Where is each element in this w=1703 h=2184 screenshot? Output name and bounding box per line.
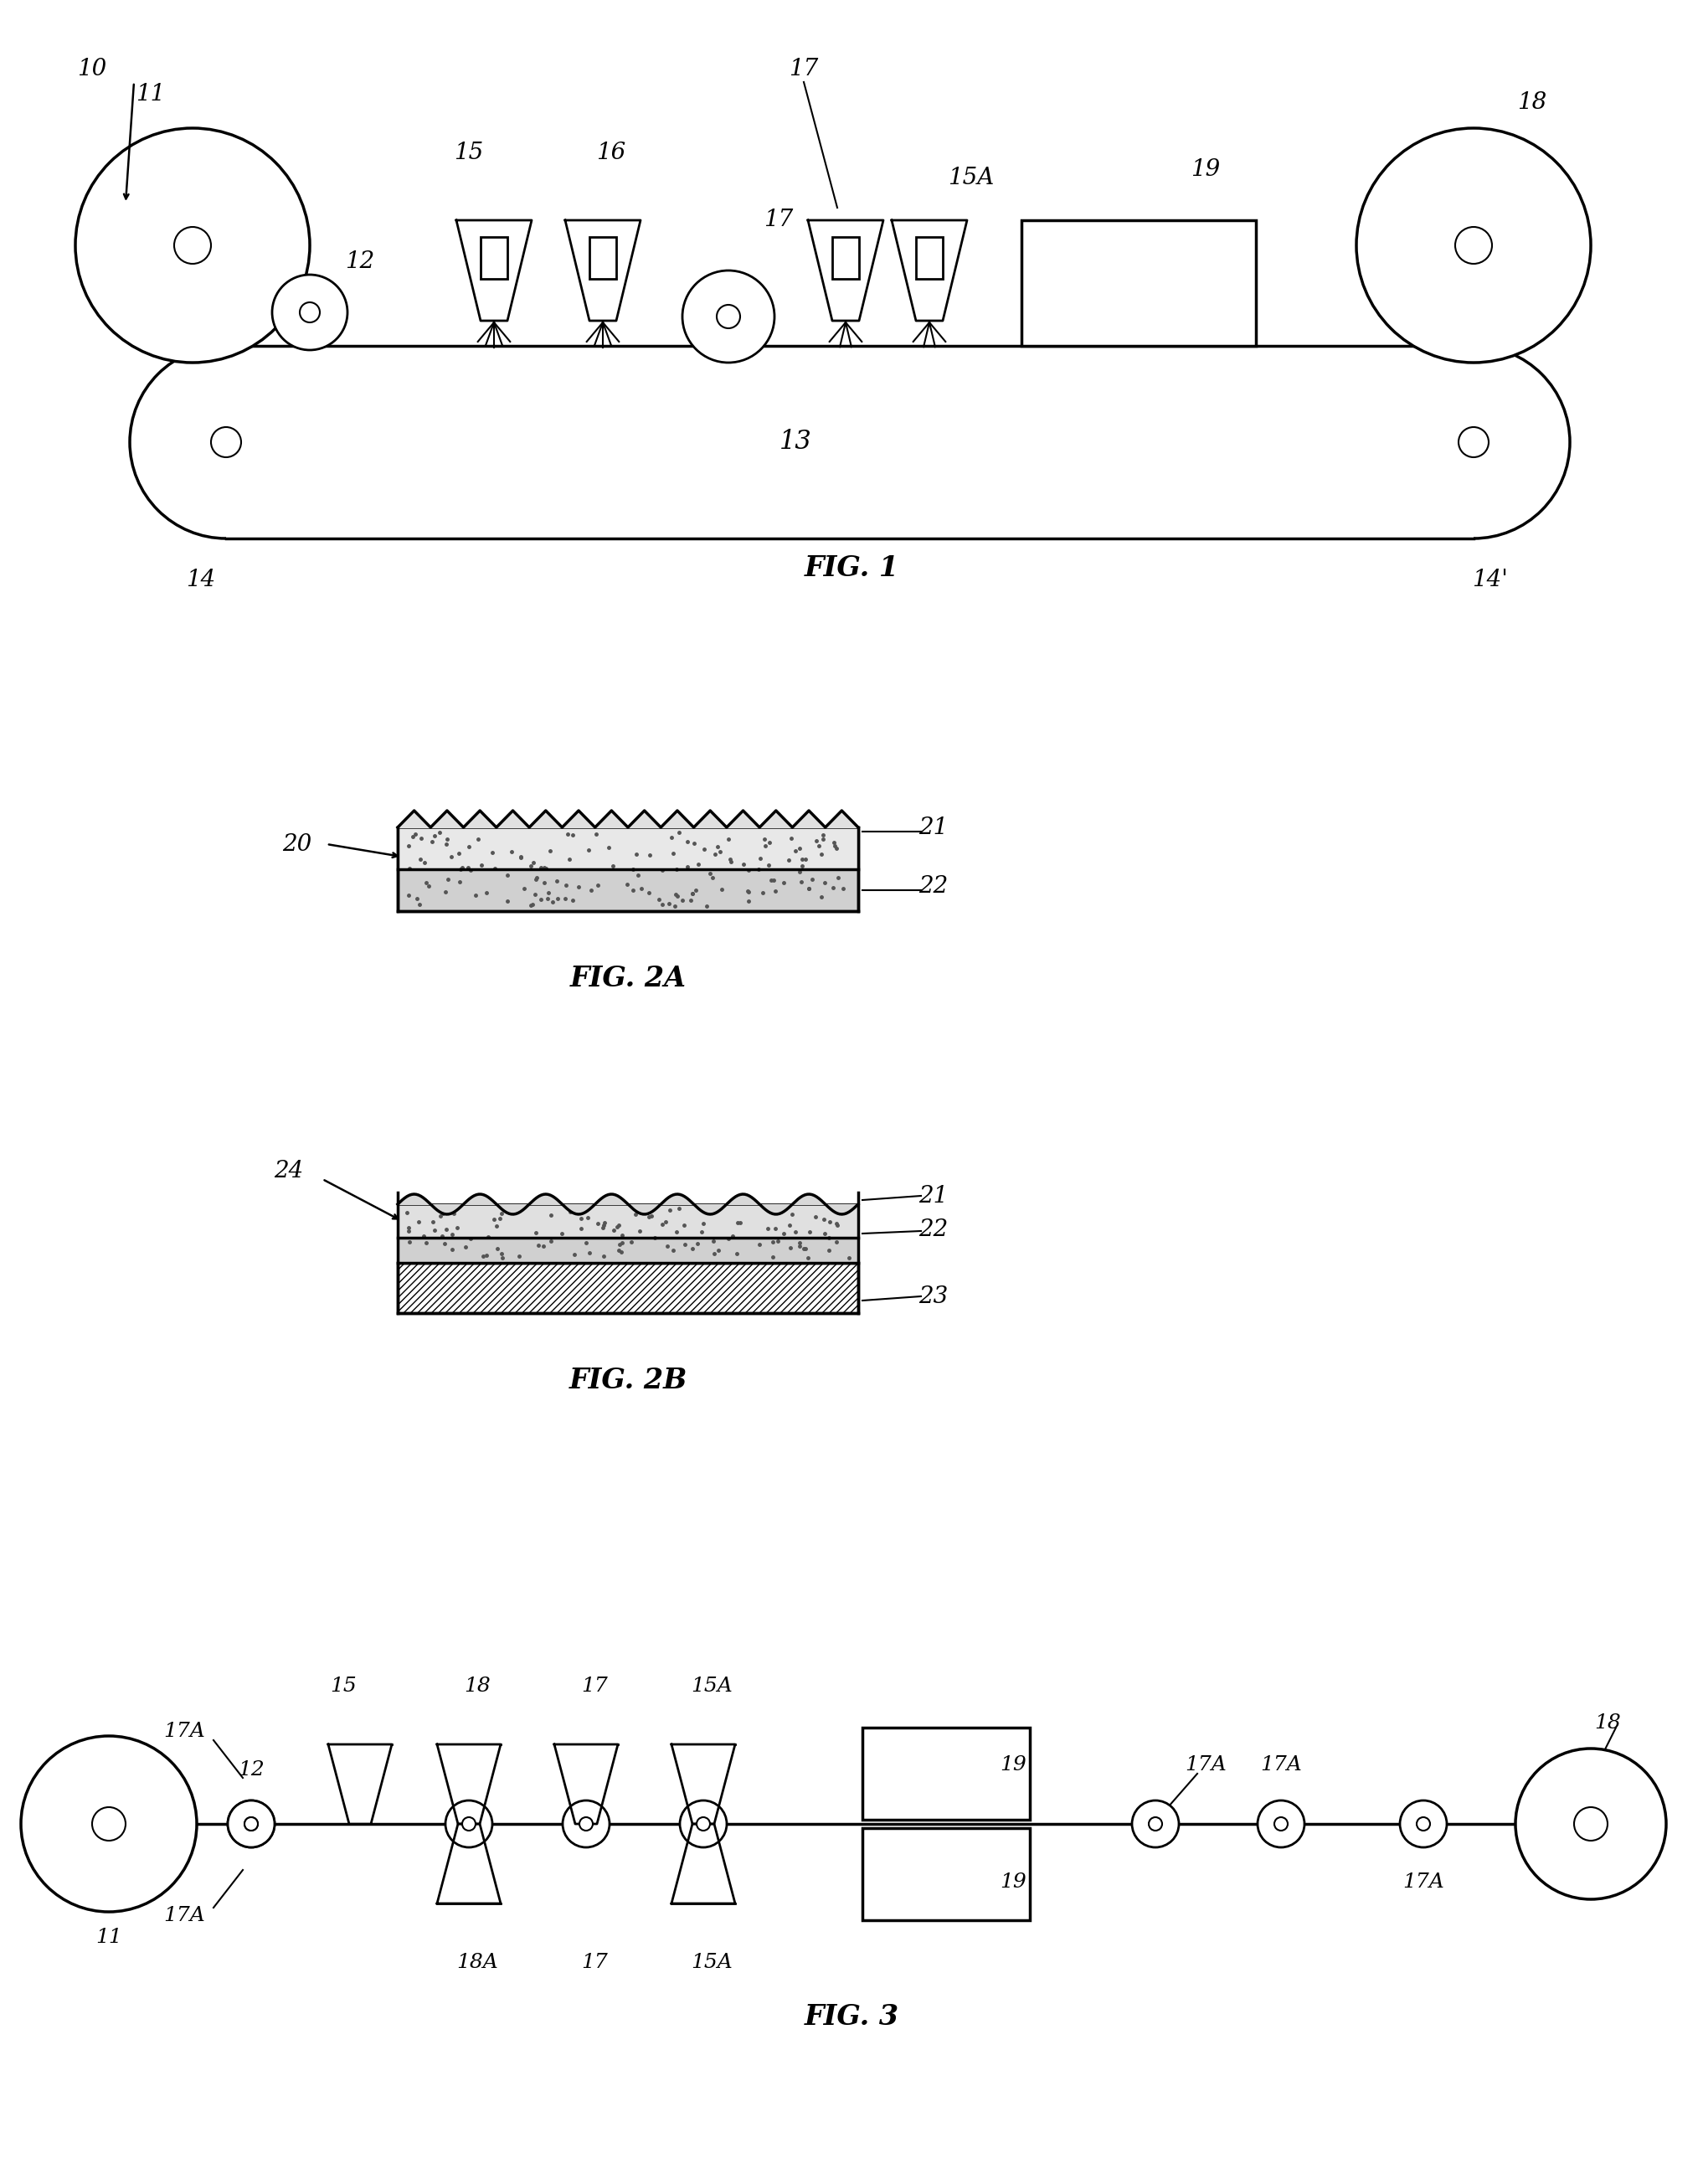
Circle shape (1454, 227, 1492, 264)
Circle shape (1150, 1817, 1161, 1830)
Circle shape (272, 275, 347, 349)
Circle shape (211, 428, 242, 456)
Text: FIG. 3: FIG. 3 (804, 2003, 899, 2031)
Circle shape (92, 1806, 126, 1841)
Bar (399, 1262, 858, 1313)
Text: 19: 19 (1190, 159, 1221, 181)
Text: 17A: 17A (163, 1723, 204, 1741)
Circle shape (1356, 129, 1591, 363)
Circle shape (20, 1736, 198, 1911)
Bar (916, 238, 943, 280)
Text: FIG. 2B: FIG. 2B (569, 1367, 686, 1393)
Text: 15A: 15A (691, 1952, 732, 1972)
Circle shape (245, 1817, 257, 1830)
Circle shape (1257, 1800, 1304, 1848)
Circle shape (245, 1817, 257, 1830)
Polygon shape (565, 221, 640, 321)
Bar (399, 1203, 858, 1262)
Text: 16: 16 (596, 142, 627, 164)
Circle shape (1516, 1749, 1666, 1900)
Text: 15: 15 (330, 1675, 356, 1695)
Text: 17: 17 (788, 59, 819, 81)
Circle shape (717, 306, 741, 328)
Text: 13: 13 (780, 430, 812, 454)
Text: 24: 24 (274, 1160, 303, 1182)
Text: 18: 18 (1517, 92, 1546, 114)
Text: 17: 17 (765, 210, 794, 232)
Bar (862, 1828, 1030, 1920)
Circle shape (174, 227, 211, 264)
Text: 12: 12 (238, 1760, 264, 1780)
Bar (480, 238, 507, 280)
Circle shape (1274, 1817, 1287, 1830)
Text: 22: 22 (920, 1219, 949, 1241)
Circle shape (446, 1800, 492, 1848)
Bar (399, 1203, 858, 1238)
Polygon shape (892, 221, 967, 321)
Circle shape (697, 1817, 710, 1830)
Circle shape (462, 1817, 475, 1830)
Polygon shape (671, 1824, 736, 1904)
Text: 21: 21 (920, 817, 949, 839)
Circle shape (1574, 1806, 1608, 1841)
Circle shape (300, 301, 320, 323)
Text: 15A: 15A (691, 1675, 732, 1695)
Text: 14: 14 (186, 570, 216, 592)
Text: FIG. 1: FIG. 1 (804, 555, 899, 581)
Polygon shape (438, 1745, 501, 1824)
Polygon shape (456, 221, 531, 321)
Text: 20: 20 (283, 832, 312, 856)
Text: 17A: 17A (1260, 1756, 1301, 1776)
Circle shape (1132, 1800, 1178, 1848)
Text: 19: 19 (1000, 1874, 1027, 1891)
Polygon shape (329, 1745, 392, 1824)
Bar (833, 238, 858, 280)
Text: 12: 12 (346, 251, 375, 273)
Circle shape (75, 129, 310, 363)
Circle shape (562, 1800, 610, 1848)
Circle shape (228, 1800, 274, 1848)
Circle shape (228, 1800, 274, 1848)
Text: 14': 14' (1473, 570, 1509, 592)
Polygon shape (553, 1745, 618, 1824)
Text: FIG. 2A: FIG. 2A (571, 965, 686, 992)
Text: 23: 23 (920, 1284, 949, 1308)
Text: 21: 21 (920, 1184, 949, 1208)
Text: 18: 18 (1594, 1714, 1621, 1734)
Circle shape (683, 271, 775, 363)
Text: 15A: 15A (949, 166, 995, 190)
Text: 17A: 17A (1403, 1874, 1444, 1891)
Text: 18A: 18A (456, 1952, 497, 1972)
Text: 17: 17 (581, 1952, 608, 1972)
Text: 11: 11 (95, 1926, 123, 1946)
Polygon shape (807, 221, 884, 321)
Text: 17: 17 (581, 1675, 608, 1695)
Text: 22: 22 (920, 874, 949, 898)
Text: 10: 10 (77, 59, 107, 81)
Text: 17A: 17A (1185, 1756, 1226, 1776)
Bar (862, 1728, 1030, 1819)
Circle shape (579, 1817, 593, 1830)
Circle shape (1458, 428, 1488, 456)
Bar (399, 828, 858, 869)
Bar (589, 238, 616, 280)
Polygon shape (438, 1824, 501, 1904)
Bar (399, 828, 858, 911)
Circle shape (679, 1800, 727, 1848)
Polygon shape (671, 1745, 736, 1824)
Text: 11: 11 (136, 83, 165, 107)
Text: 15: 15 (455, 142, 484, 164)
Text: 17A: 17A (163, 1907, 204, 1926)
Text: 18: 18 (463, 1675, 490, 1695)
Bar (1022, 221, 1255, 345)
Text: 19: 19 (1000, 1756, 1027, 1776)
Circle shape (1417, 1817, 1431, 1830)
Circle shape (1400, 1800, 1448, 1848)
